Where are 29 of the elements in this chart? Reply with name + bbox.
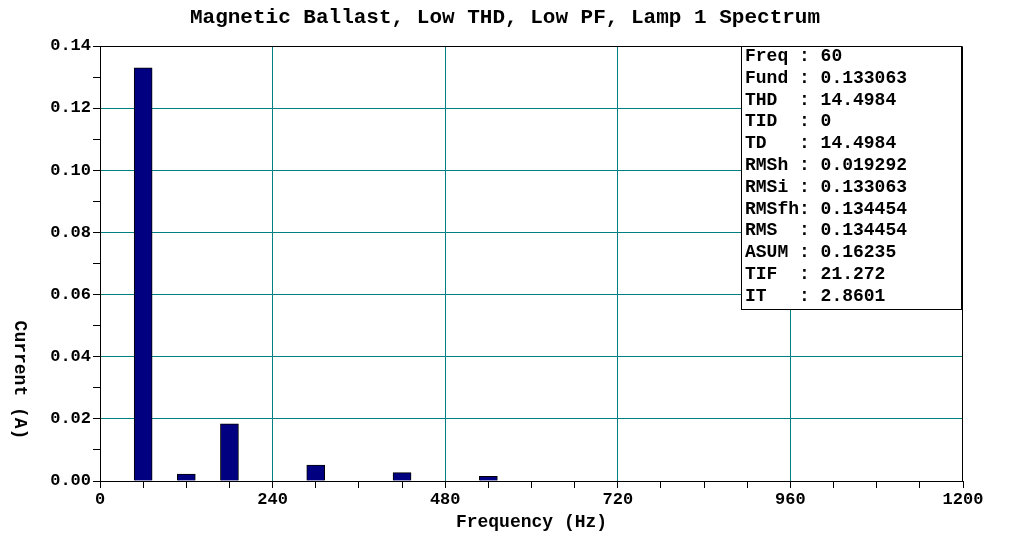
x-tick-label: 720 [602, 490, 634, 510]
annotation: TIF : 21.272 [745, 263, 887, 286]
y-tick-label: 0.06 [50, 284, 91, 304]
chart-title: Magnetic Ballast, Low THD, Low PF, Lamp 1 Spectrum [188, 6, 822, 29]
y-tick-label: 0.10 [50, 160, 91, 180]
x-axis-title: Frequency (Hz) [454, 512, 609, 532]
x-tick-label: 480 [429, 490, 461, 510]
annotation: ASUM : 0.16235 [745, 242, 898, 264]
annotation: TD : 14.4984 [745, 133, 898, 155]
annotation: RMSi : 0.133063 [745, 176, 909, 199]
x-tick-label: 1200 [942, 490, 984, 510]
annotation: TID : 0 [745, 111, 833, 134]
y-tick-label: 0.12 [50, 98, 91, 118]
annotation: THD : 14.4984 [745, 89, 898, 112]
annotation: RMS : 0.134454 [745, 220, 909, 243]
annotation: Freq : 60 [745, 46, 844, 68]
annotation: IT : 2.8601 [745, 285, 887, 308]
x-tick-label: 960 [775, 490, 806, 510]
y-tick-label: 0.00 [50, 471, 91, 491]
y-tick-label: 0.04 [50, 347, 91, 366]
annotation: RMSh : 0.019292 [745, 154, 909, 177]
annotation: RMSfh: 0.134454 [745, 198, 909, 221]
x-tick-label: 0 [94, 490, 106, 510]
x-tick-label: 240 [257, 490, 288, 510]
annotation: Fund : 0.133063 [745, 67, 909, 90]
y-tick-label: 0.14 [50, 36, 91, 56]
y-axis-title: Current (A) [10, 320, 30, 440]
y-tick-label: 0.08 [50, 222, 91, 242]
y-tick-label: 0.02 [50, 409, 91, 429]
